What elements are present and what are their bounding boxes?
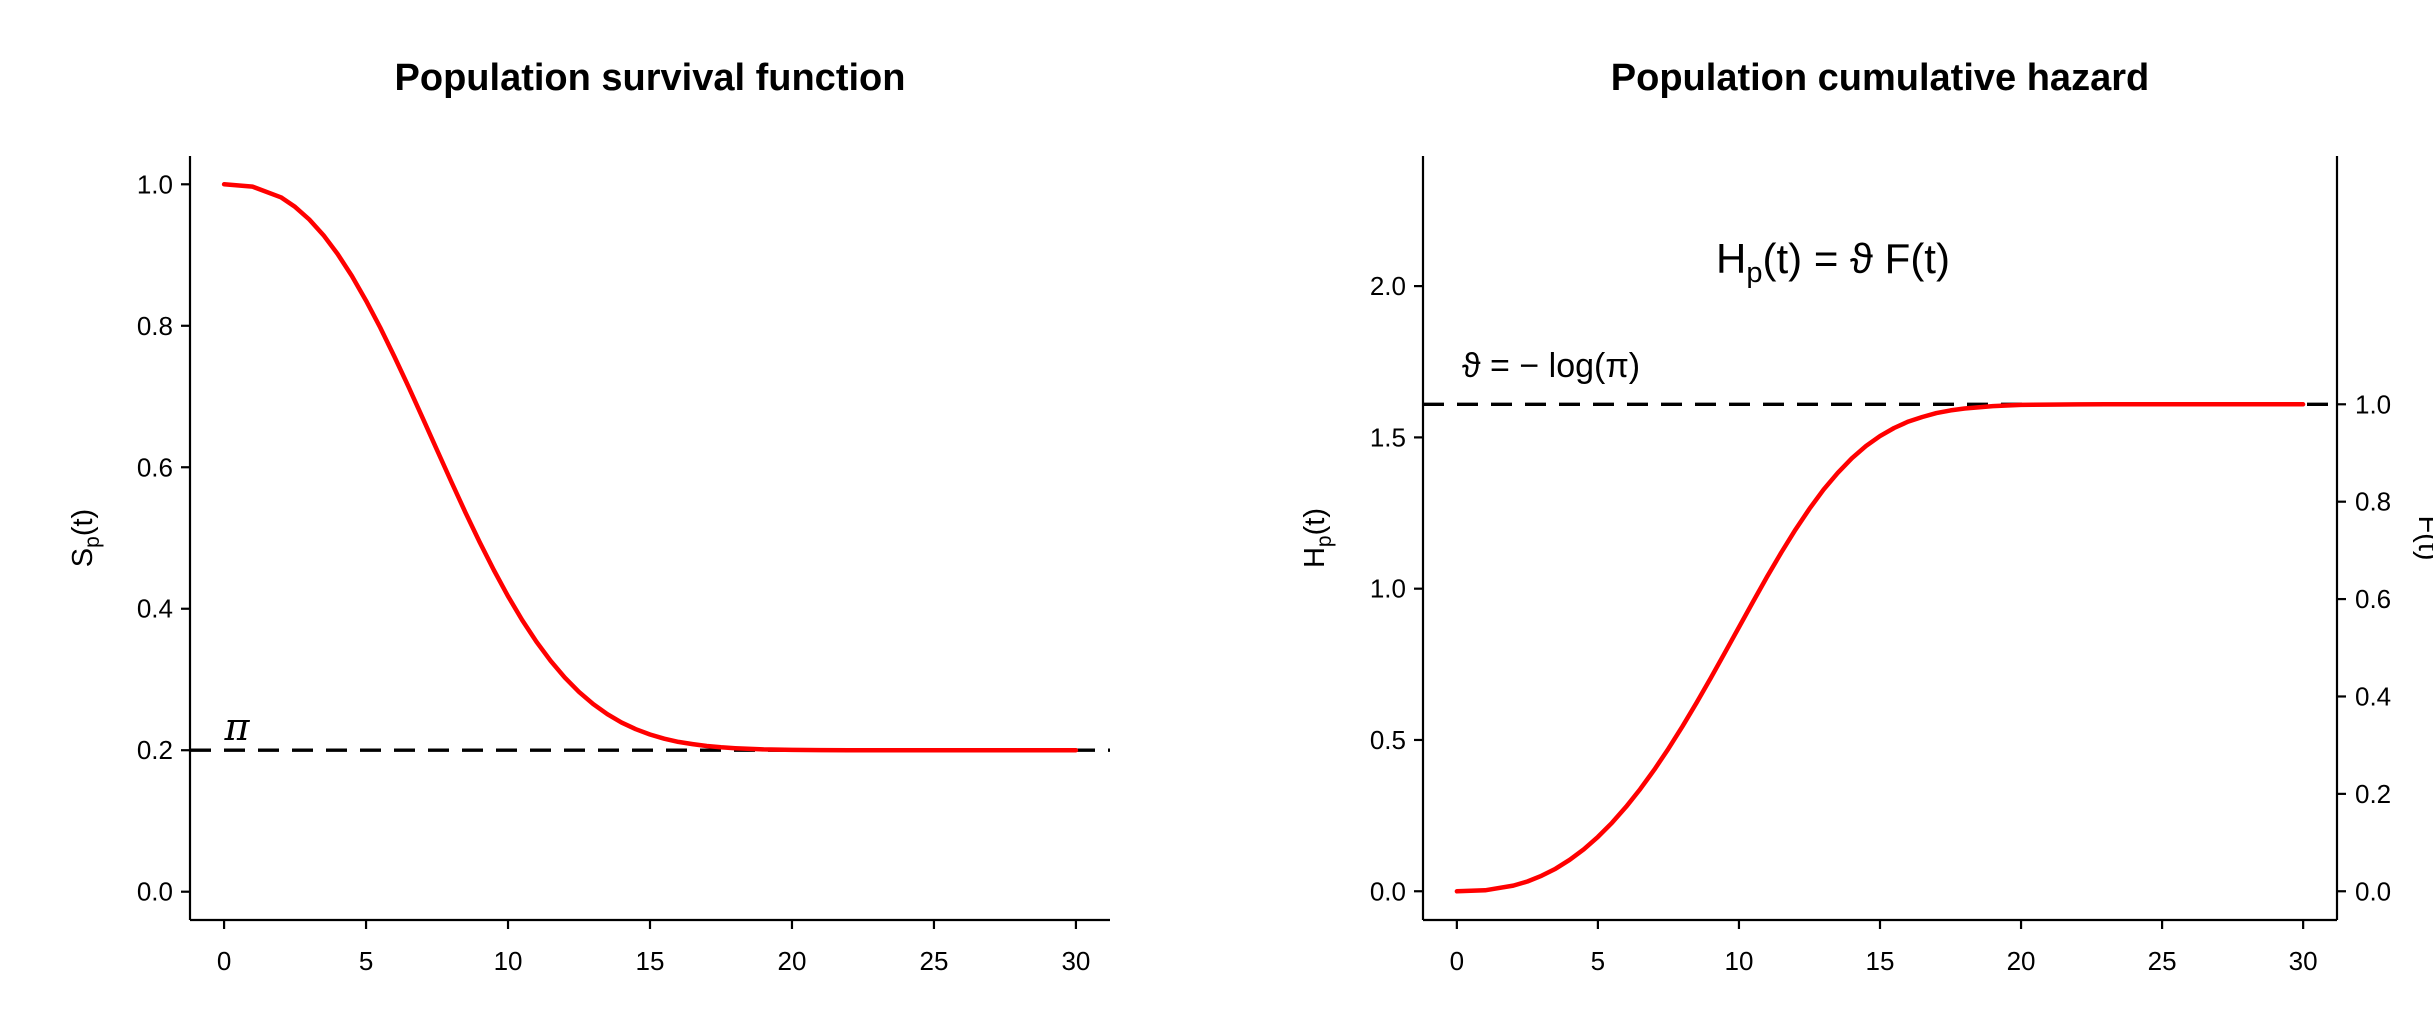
y-tick-label: 0.5 — [1370, 725, 1406, 755]
y-tick-label: 1.5 — [1370, 422, 1406, 452]
y-tick-label: 0.0 — [137, 877, 173, 907]
y-tick-label: 2.0 — [1370, 271, 1406, 301]
y-tick-label: 0.8 — [137, 311, 173, 341]
x-tick-label: 30 — [1061, 946, 1090, 976]
series-curve — [1454, 402, 2306, 894]
right-tick-label: 0.8 — [2355, 487, 2391, 517]
formula-sub: p — [1746, 257, 1762, 289]
y-axis-label-rest: (t) — [67, 509, 99, 536]
right-tick-label: 0.0 — [2355, 876, 2391, 906]
right-tick-label: 0.2 — [2355, 779, 2391, 809]
hazard-panel: 0 5 10 15 20 25 30 0.0 0.5 1.0 1.5 2.0 0.0 0.2 0.4 0.6 0… — [1299, 57, 2433, 976]
panel-title: Population cumulative hazard — [1611, 57, 2149, 99]
x-tick-label: 10 — [494, 946, 523, 976]
theta-annotation: ϑ = − log(π) — [1462, 347, 1640, 385]
axes-layer: 0 5 10 15 20 25 30 0.0 0.2 0.4 0.6 0.8 1.0 — [137, 156, 1110, 976]
series-curve — [221, 182, 1079, 753]
y-axis-label-base: S — [67, 548, 99, 567]
axes-layer: 0 5 10 15 20 25 30 0.0 0.5 1.0 1.5 2.0 0.0 0.2 0.4 0.6 0… — [1370, 156, 2391, 976]
x-tick-label: 0 — [217, 946, 231, 976]
survival-panel: 0 5 10 15 20 25 30 0.0 0.2 0.4 0.6 0.8 1.0 Populatio… — [67, 57, 1110, 976]
y-axis-label-sub: p — [81, 536, 104, 548]
panel-title: Population survival function — [395, 57, 906, 99]
y-axis-label-rest: (t) — [1299, 508, 1331, 535]
formula-base: H — [1716, 235, 1746, 282]
y-tick-label: 0.4 — [137, 594, 173, 624]
y-tick-label: 1.0 — [137, 169, 173, 199]
x-tick-label: 5 — [359, 946, 373, 976]
right-tick-label: 0.4 — [2355, 681, 2391, 711]
x-tick-label: 15 — [1866, 946, 1895, 976]
hazard-formula-annotation: Hp(t) = ϑ F(t) — [1716, 235, 1950, 289]
x-tick-label: 20 — [2007, 946, 2036, 976]
y-tick-label: 0.2 — [137, 735, 173, 765]
y-axis-label-sub: p — [1313, 535, 1336, 547]
x-tick-label: 5 — [1591, 946, 1605, 976]
x-tick-label: 30 — [2289, 946, 2318, 976]
y-axis-label: Sp(t) — [67, 509, 104, 567]
y-axis-label-base: H — [1299, 547, 1331, 568]
formula-rest: (t) = ϑ F(t) — [1763, 235, 1950, 282]
x-tick-label: 0 — [1450, 946, 1464, 976]
y-tick-label: 1.0 — [1370, 574, 1406, 604]
x-tick-label: 20 — [778, 946, 807, 976]
y-tick-label: 0.0 — [1370, 876, 1406, 906]
x-tick-label: 15 — [636, 946, 665, 976]
right-tick-label: 1.0 — [2355, 389, 2391, 419]
x-tick-label: 25 — [2148, 946, 2177, 976]
pi-annotation: π — [224, 705, 251, 749]
y-axis-label: Hp(t) — [1299, 508, 1336, 568]
right-axis-label: F(t) — [2412, 515, 2433, 560]
x-tick-label: 10 — [1724, 946, 1753, 976]
right-tick-label: 0.6 — [2355, 584, 2391, 614]
x-tick-label: 25 — [919, 946, 948, 976]
y-tick-label: 0.6 — [137, 452, 173, 482]
